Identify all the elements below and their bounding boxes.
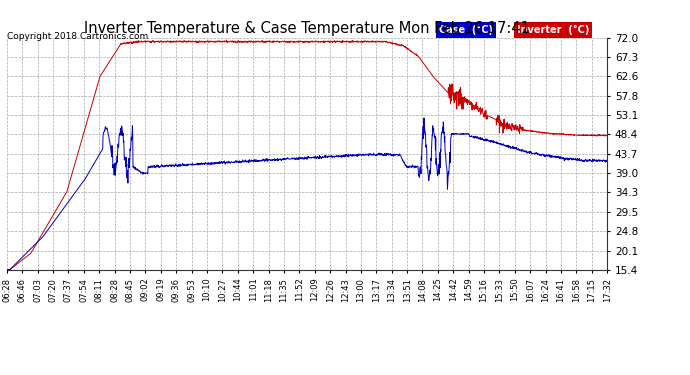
Text: Copyright 2018 Cartronics.com: Copyright 2018 Cartronics.com [7, 32, 148, 41]
Text: Case  (°C): Case (°C) [439, 25, 493, 35]
Title: Inverter Temperature & Case Temperature Mon Feb 26 17:41: Inverter Temperature & Case Temperature … [84, 21, 530, 36]
Text: Inverter  (°C): Inverter (°C) [518, 25, 589, 35]
